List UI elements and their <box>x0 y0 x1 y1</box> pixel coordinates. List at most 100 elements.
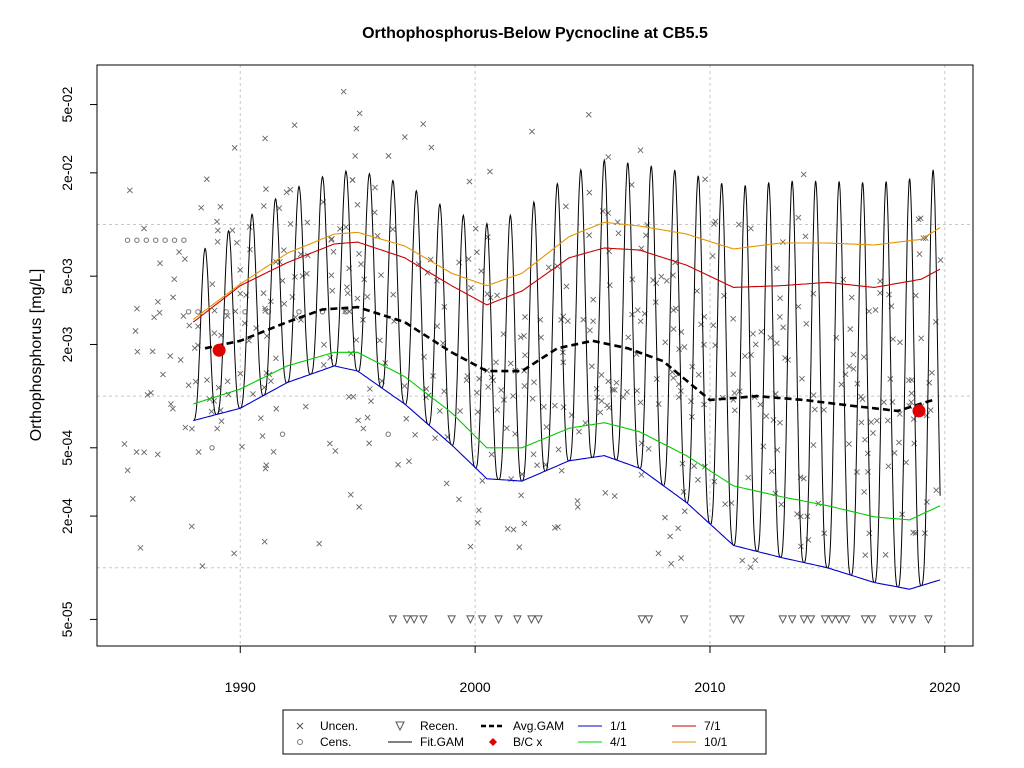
uncensored-marker <box>529 128 535 135</box>
legend: Uncen. Cens. Recen. Fit.GAM Avg.GAM B/C x 1/1 4… <box>282 709 767 755</box>
uncensored-marker <box>260 290 267 297</box>
x-axis: 1990 2000 2010 2020 <box>225 646 961 695</box>
uncensored-marker <box>432 435 439 442</box>
uncensored-marker <box>371 209 378 216</box>
recensored-marker <box>419 615 428 625</box>
uncensored-marker <box>427 256 434 263</box>
uncensored-marker <box>330 248 337 255</box>
uncensored-marker <box>484 291 491 297</box>
y-tick-label: 2e-04 <box>59 498 75 534</box>
uncensored-marker <box>560 313 567 320</box>
uncensored-marker <box>662 339 669 346</box>
uncensored-marker <box>710 322 717 329</box>
uncensored-marker <box>176 249 183 256</box>
uncensored-marker <box>747 564 754 571</box>
uncensored-marker <box>434 277 440 284</box>
uncensored-marker <box>268 378 274 384</box>
recensored-marker <box>820 615 830 625</box>
uncensored-marker <box>488 451 495 458</box>
uncensored-marker <box>625 334 632 341</box>
uncensored-marker <box>602 489 609 496</box>
uncensored-marker <box>890 336 896 343</box>
uncensored-marker <box>494 407 501 413</box>
uncensored-marker <box>376 337 383 344</box>
legend-item: 10/1 <box>672 735 728 749</box>
uncensored-marker <box>304 219 311 226</box>
uncensored-marker <box>585 111 592 118</box>
uncensored-marker <box>412 431 419 438</box>
x-tick-label: 2020 <box>929 679 960 695</box>
uncensored-marker <box>246 224 253 230</box>
series-line-1-1 <box>193 365 941 590</box>
uncensored-marker <box>257 415 264 422</box>
uncensored-marker <box>576 428 582 435</box>
uncensored-marker <box>886 291 892 298</box>
uncensored-marker <box>134 348 141 355</box>
gridlines <box>97 65 973 646</box>
uncensored-marker <box>638 471 645 478</box>
uncensored-marker <box>613 379 620 386</box>
uncensored-marker <box>655 401 662 407</box>
uncensored-marker <box>211 307 218 314</box>
uncensored-marker <box>356 110 363 117</box>
uncensored-marker <box>250 391 256 397</box>
recensored-marker <box>778 615 788 625</box>
uncensored-marker <box>245 337 252 344</box>
censored-marker <box>209 445 215 451</box>
uncensored-marker <box>803 320 810 327</box>
uncensored-marker <box>141 225 148 232</box>
uncensored-marker <box>316 540 323 547</box>
uncensored-marker <box>670 375 677 381</box>
legend-item: 4/1 <box>578 735 627 749</box>
uncensored-marker <box>880 399 887 406</box>
uncensored-marker <box>670 326 677 332</box>
recensored-marker <box>799 615 809 625</box>
uncensored-marker <box>292 273 298 280</box>
uncensored-marker <box>752 341 759 348</box>
uncensored-marker <box>182 256 188 262</box>
uncensored-marker <box>364 293 371 300</box>
uncensored-marker <box>611 386 618 393</box>
uncensored-marker <box>473 249 480 256</box>
uncensored-marker <box>354 295 361 302</box>
legend-swatch <box>296 722 304 730</box>
legend-item: Avg.GAM <box>481 719 564 733</box>
uncensored-marker <box>847 326 854 333</box>
uncensored-marker <box>757 401 764 408</box>
uncensored-marker <box>456 496 462 503</box>
uncensored-marker <box>395 461 401 468</box>
censored-marker <box>153 237 159 243</box>
uncensored-marker <box>144 391 151 398</box>
uncensored-marker <box>199 563 206 570</box>
uncensored-marker <box>186 322 193 329</box>
uncensored-marker <box>232 308 239 315</box>
uncensored-marker <box>903 459 910 466</box>
legend-item: Uncen. <box>296 719 358 733</box>
uncensored-marker <box>347 491 354 498</box>
uncensored-marker <box>606 282 613 289</box>
uncensored-marker <box>129 495 136 502</box>
uncensored-marker <box>923 412 930 419</box>
legend-item: Cens. <box>297 735 351 749</box>
uncensored-marker <box>637 399 644 406</box>
uncensored-marker <box>681 508 688 515</box>
uncensored-marker <box>531 379 537 386</box>
uncensored-marker <box>702 176 709 183</box>
uncensored-marker <box>709 253 716 259</box>
y-tick-label: 5e-03 <box>59 258 75 294</box>
chart-title: Orthophosphorus-Below Pycnocline at CB5.… <box>362 25 708 42</box>
uncensored-marker <box>928 369 935 376</box>
uncensored-marker <box>760 443 767 450</box>
uncensored-marker <box>478 268 485 275</box>
legend-swatch <box>489 738 497 746</box>
uncensored-marker <box>484 234 491 241</box>
uncensored-marker <box>517 334 524 341</box>
uncensored-marker <box>355 417 362 424</box>
uncensored-marker <box>195 449 202 455</box>
uncensored-marker <box>134 305 140 312</box>
uncensored-marker <box>558 316 564 323</box>
uncensored-marker <box>629 311 635 318</box>
uncensored-marker <box>606 248 613 255</box>
uncensored-marker <box>748 352 754 358</box>
uncensored-marker <box>208 408 215 415</box>
